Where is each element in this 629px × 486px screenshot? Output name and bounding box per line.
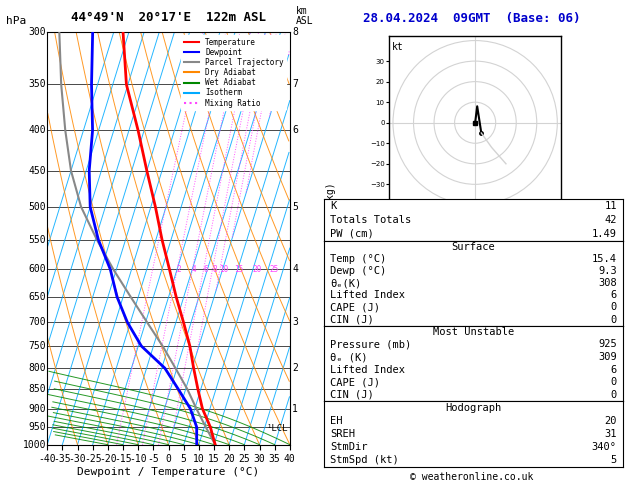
Text: StmDir: StmDir [330,442,368,452]
Text: 700: 700 [28,317,46,327]
Text: 550: 550 [28,235,46,244]
Text: 3: 3 [292,317,298,327]
Text: EH: EH [330,416,343,426]
Text: 28.04.2024  09GMT  (Base: 06): 28.04.2024 09GMT (Base: 06) [364,12,581,25]
Text: © weatheronline.co.uk: © weatheronline.co.uk [410,472,533,482]
Text: 20: 20 [604,416,617,426]
Text: θₑ(K): θₑ(K) [330,278,362,288]
Text: 925: 925 [598,339,617,349]
Text: 850: 850 [28,384,46,394]
Text: kt: kt [392,42,404,52]
Text: 6: 6 [611,364,617,375]
Text: 1: 1 [292,403,298,414]
Text: 300: 300 [28,27,46,36]
Text: 2: 2 [292,363,298,373]
Text: 0: 0 [611,302,617,312]
Text: StmSpd (kt): StmSpd (kt) [330,455,399,465]
Text: K: K [330,201,337,211]
X-axis label: Dewpoint / Temperature (°C): Dewpoint / Temperature (°C) [77,467,260,477]
Text: Lifted Index: Lifted Index [330,364,406,375]
Text: CIN (J): CIN (J) [330,390,374,399]
Text: 1.49: 1.49 [592,229,617,239]
Text: 4: 4 [191,265,196,274]
Text: 309: 309 [598,352,617,362]
Text: 4: 4 [292,264,298,275]
Text: 1000: 1000 [23,440,46,450]
Text: 7: 7 [292,80,298,89]
Text: 500: 500 [28,202,46,212]
Text: Hodograph: Hodograph [445,402,502,413]
Text: 900: 900 [28,403,46,414]
Text: 0: 0 [611,314,617,325]
Text: 15.4: 15.4 [592,254,617,264]
Text: 650: 650 [28,292,46,302]
Text: 750: 750 [28,341,46,351]
Text: PW (cm): PW (cm) [330,229,374,239]
Text: 950: 950 [28,422,46,432]
Text: CIN (J): CIN (J) [330,314,374,325]
Text: 44°49'N  20°17'E  122m ASL: 44°49'N 20°17'E 122m ASL [71,11,266,24]
Text: hPa: hPa [6,16,26,26]
Text: Surface: Surface [452,242,496,252]
Text: θₑ (K): θₑ (K) [330,352,368,362]
Text: 2: 2 [176,265,181,274]
Text: 9.3: 9.3 [598,266,617,276]
Text: CAPE (J): CAPE (J) [330,302,381,312]
Text: 400: 400 [28,125,46,135]
Text: Dewp (°C): Dewp (°C) [330,266,387,276]
Text: ¹LCL: ¹LCL [267,424,288,434]
Text: 15: 15 [235,265,244,274]
Text: 6: 6 [611,290,617,300]
Text: 600: 600 [28,264,46,275]
Text: 10: 10 [220,265,229,274]
Text: 25: 25 [269,265,279,274]
Text: 20: 20 [253,265,262,274]
Text: 31: 31 [604,429,617,439]
Text: Lifted Index: Lifted Index [330,290,406,300]
Text: Mixing Ratio (g/kg): Mixing Ratio (g/kg) [326,182,336,294]
Text: CAPE (J): CAPE (J) [330,377,381,387]
Text: 6: 6 [292,125,298,135]
Text: 6: 6 [204,265,208,274]
Text: 5: 5 [292,202,298,212]
Text: 340°: 340° [592,442,617,452]
Text: 800: 800 [28,363,46,373]
Text: 350: 350 [28,80,46,89]
Text: Most Unstable: Most Unstable [433,327,514,337]
Legend: Temperature, Dewpoint, Parcel Trajectory, Dry Adiabat, Wet Adiabat, Isotherm, Mi: Temperature, Dewpoint, Parcel Trajectory… [181,35,286,110]
Text: 308: 308 [598,278,617,288]
Text: Totals Totals: Totals Totals [330,215,411,225]
Text: 42: 42 [604,215,617,225]
Text: 11: 11 [604,201,617,211]
Text: 8: 8 [213,265,217,274]
Text: Pressure (mb): Pressure (mb) [330,339,411,349]
Text: Temp (°C): Temp (°C) [330,254,387,264]
Text: km
ASL: km ASL [296,6,314,26]
Text: 0: 0 [611,390,617,399]
Text: SREH: SREH [330,429,355,439]
Text: 0: 0 [611,377,617,387]
Text: 450: 450 [28,166,46,176]
Text: 8: 8 [292,27,298,36]
Text: 5: 5 [611,455,617,465]
